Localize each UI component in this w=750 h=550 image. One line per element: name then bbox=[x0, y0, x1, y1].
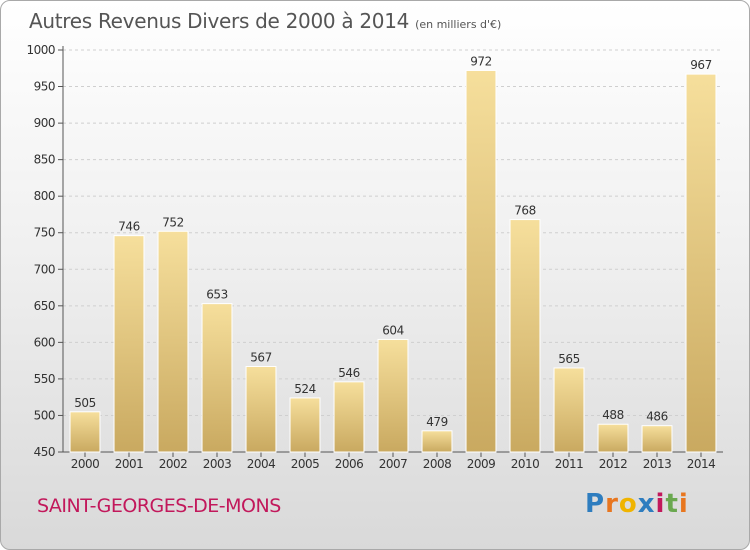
bar-2013 bbox=[641, 425, 673, 453]
bar-2004 bbox=[245, 365, 277, 453]
bar-2000 bbox=[69, 411, 101, 453]
x-tick-label: 2014 bbox=[687, 457, 716, 471]
bars bbox=[69, 69, 717, 453]
x-tick-label: 2011 bbox=[555, 457, 584, 471]
bar-value-label: 567 bbox=[250, 350, 271, 364]
brand-letter: t bbox=[665, 489, 679, 519]
bar-value-label: 972 bbox=[470, 54, 491, 68]
bar-value-label: 486 bbox=[646, 410, 667, 424]
bar-2006 bbox=[333, 381, 365, 453]
bar-2003 bbox=[201, 303, 233, 453]
bar-2012 bbox=[597, 423, 629, 453]
y-tick-label: 950 bbox=[34, 80, 55, 94]
chart-title: Autres Revenus Divers de 2000 à 2014 (en … bbox=[29, 9, 501, 33]
x-tick-label: 2005 bbox=[291, 457, 320, 471]
brand-letter: o bbox=[618, 489, 638, 519]
bar-2011 bbox=[553, 367, 585, 453]
bar-2001 bbox=[113, 235, 145, 453]
y-tick-label: 650 bbox=[34, 299, 55, 313]
x-tick-label: 2012 bbox=[599, 457, 628, 471]
bar-2007 bbox=[377, 338, 409, 453]
bar-value-label: 488 bbox=[602, 408, 623, 422]
x-tick-label: 2008 bbox=[423, 457, 452, 471]
y-tick-label: 550 bbox=[34, 372, 55, 386]
bar-value-label: 653 bbox=[206, 288, 227, 302]
place-name: SAINT-GEORGES-DE-MONS bbox=[37, 495, 281, 517]
bar-value-label: 565 bbox=[558, 352, 579, 366]
brand-logo: Proxiti bbox=[585, 489, 689, 519]
bar-value-label: 768 bbox=[514, 204, 535, 218]
y-tick-label: 800 bbox=[34, 189, 55, 203]
bar-2002 bbox=[157, 230, 189, 453]
bar-2009 bbox=[465, 69, 497, 453]
x-tick-label: 2013 bbox=[643, 457, 672, 471]
x-tick-label: 2007 bbox=[379, 457, 408, 471]
y-tick-label: 500 bbox=[34, 408, 55, 422]
y-tick-label: 700 bbox=[34, 262, 55, 276]
bar-value-label: 604 bbox=[382, 323, 403, 337]
x-tick-label: 2003 bbox=[203, 457, 232, 471]
brand-letter: i bbox=[678, 489, 689, 519]
x-tick-label: 2001 bbox=[115, 457, 144, 471]
x-tick-label: 2010 bbox=[511, 457, 540, 471]
x-tick-label: 2006 bbox=[335, 457, 364, 471]
y-tick-label: 750 bbox=[34, 226, 55, 240]
x-tick-label: 2009 bbox=[467, 457, 496, 471]
y-tick-label: 600 bbox=[34, 335, 55, 349]
y-tick-label: 850 bbox=[34, 153, 55, 167]
bar-value-label: 746 bbox=[118, 220, 139, 234]
x-tick-label: 2004 bbox=[247, 457, 276, 471]
brand-letter: i bbox=[655, 489, 666, 519]
brand-letter: P bbox=[585, 489, 606, 519]
bar-value-label: 752 bbox=[162, 215, 183, 229]
bar-2010 bbox=[509, 219, 541, 453]
bar-2014 bbox=[685, 73, 717, 453]
brand-letter: r bbox=[605, 489, 619, 519]
bar-2005 bbox=[289, 397, 321, 453]
bar-value-label: 967 bbox=[690, 58, 711, 72]
bar-value-label: 505 bbox=[74, 396, 95, 410]
chart-title-text: Autres Revenus Divers de 2000 à 2014 bbox=[29, 9, 410, 33]
bar-value-label: 546 bbox=[338, 366, 359, 380]
chart-unit: (en milliers d'€) bbox=[415, 18, 502, 31]
axes: 450 500 550 600 650 700 750 800 850 900 950 1000 200… bbox=[26, 43, 723, 471]
bar-labels: 505 746 752 653 567 524 546 604 479 972 768 565 488 4… bbox=[74, 54, 712, 429]
y-tick-label: 450 bbox=[34, 445, 55, 459]
bar-value-label: 524 bbox=[294, 382, 315, 396]
brand-letter: x bbox=[637, 489, 656, 519]
bar-2008 bbox=[421, 430, 453, 453]
x-tick-label: 2002 bbox=[159, 457, 188, 471]
bar-value-label: 479 bbox=[426, 415, 447, 429]
x-tick-label: 2000 bbox=[71, 457, 100, 471]
y-tick-label: 900 bbox=[34, 116, 55, 130]
y-tick-label: 1000 bbox=[26, 43, 55, 57]
